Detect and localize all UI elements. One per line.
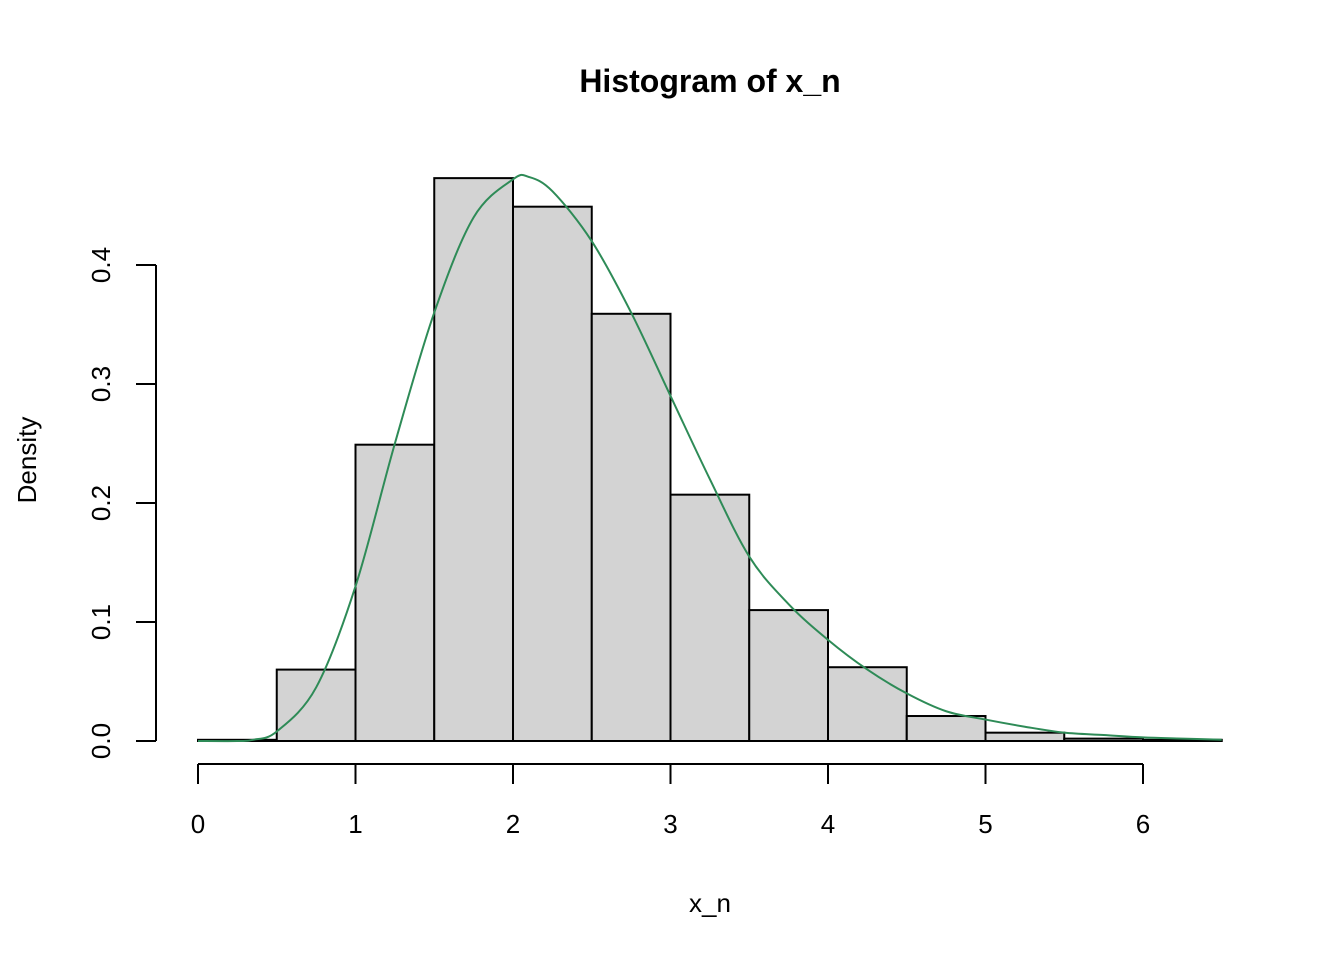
histogram-bar-1 bbox=[275, 668, 357, 742]
histogram-bar-10 bbox=[984, 731, 1066, 742]
histogram-bar-4 bbox=[512, 205, 593, 742]
x-axis-tick-label-0: 0 bbox=[191, 809, 205, 839]
histogram-bar-5 bbox=[590, 312, 672, 742]
y-axis-tick-label-0.3: 0.3 bbox=[86, 366, 116, 402]
y-axis-tick-label-0.4: 0.4 bbox=[86, 247, 116, 283]
x-axis-tick-label-6: 6 bbox=[1136, 809, 1150, 839]
x-axis-label: x_n bbox=[689, 888, 731, 918]
histogram-bar-2 bbox=[354, 443, 436, 742]
y-axis-tick-label-0.1: 0.1 bbox=[86, 604, 116, 640]
y-axis-tick-label-0.0: 0.0 bbox=[86, 723, 116, 759]
histogram-bar-8 bbox=[827, 666, 908, 742]
x-axis-tick-label-4: 4 bbox=[821, 809, 835, 839]
y-axis-ticks: 0.0 0.1 0.2 0.3 0.4 bbox=[86, 247, 156, 759]
y-axis-tick-label-0.2: 0.2 bbox=[86, 485, 116, 521]
x-axis-ticks: 0 1 2 3 4 5 6 bbox=[191, 764, 1150, 839]
histogram-bar-11 bbox=[1063, 737, 1144, 742]
x-axis-tick-label-5: 5 bbox=[978, 809, 992, 839]
histogram-bars bbox=[197, 177, 1223, 743]
histogram-bar-3 bbox=[433, 177, 514, 742]
chart-title: Histogram of x_n bbox=[579, 63, 840, 99]
density-curve bbox=[197, 173, 1222, 743]
histogram-bar-6 bbox=[669, 493, 751, 743]
x-axis-tick-label-1: 1 bbox=[348, 809, 362, 839]
histogram-bar-9 bbox=[905, 715, 987, 743]
histogram-bar-12 bbox=[1142, 738, 1223, 742]
x-axis-tick-label-2: 2 bbox=[506, 809, 520, 839]
y-axis-label: Density bbox=[12, 417, 42, 504]
x-axis-tick-label-3: 3 bbox=[663, 809, 677, 839]
